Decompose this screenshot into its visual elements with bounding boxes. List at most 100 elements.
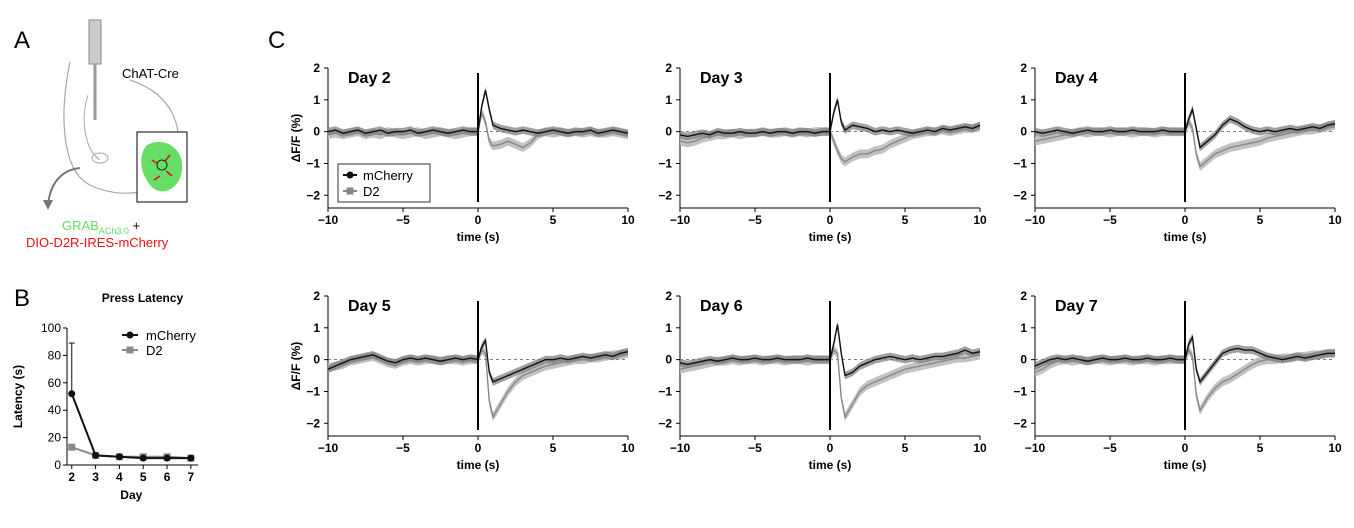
inset-neurites [151, 154, 173, 181]
x-tick-label: 10 [621, 441, 635, 455]
day-title: Day 2 [348, 70, 391, 87]
y-axis-label: ΔF/F (%) [289, 114, 303, 163]
panel-letter-c: C [268, 27, 285, 54]
brain-contour [83, 94, 101, 161]
y-tick-label: −1 [658, 384, 672, 398]
y-axis-label: Latency (s) [11, 365, 25, 428]
y-tick-label: 1 [665, 321, 672, 335]
x-tick-label: 10 [621, 213, 635, 227]
x-tick-label: 10 [1328, 441, 1342, 455]
x-tick-label: −10 [318, 441, 339, 455]
x-tick-label: 3 [92, 470, 99, 484]
mcherry-trace [1034, 106, 1336, 149]
x-tick-label: 0 [475, 441, 482, 455]
data-point [187, 454, 195, 462]
x-axis-label: time (s) [457, 230, 500, 244]
data-point [92, 451, 100, 459]
x-tick-label: 6 [164, 470, 171, 484]
x-tick-label: 5 [140, 470, 147, 484]
x-tick-label: −10 [1025, 213, 1046, 227]
y-tick-label: 1 [313, 93, 320, 107]
y-tick-label: 0 [54, 458, 61, 472]
neurite [164, 154, 171, 162]
mcherry-trace [679, 99, 981, 138]
y-tick-label: 0 [313, 353, 320, 367]
x-tick-label: −10 [670, 213, 691, 227]
x-axis-label: time (s) [1164, 458, 1207, 472]
mcherry-sem-band [680, 96, 980, 141]
y-tick-label: 2 [313, 289, 320, 303]
x-tick-label: −5 [1103, 213, 1117, 227]
y-tick-label: −1 [658, 156, 672, 170]
grab-main: GRAB [62, 218, 99, 233]
y-tick-label: 0 [313, 125, 320, 139]
x-tick-label: −5 [748, 213, 762, 227]
y-tick-label: 2 [665, 61, 672, 75]
legend-label: mCherry [146, 328, 196, 343]
neurite [165, 170, 173, 177]
brain-outline [63, 61, 180, 194]
y-tick-label: −2 [306, 416, 320, 430]
y-tick-label: 80 [48, 348, 62, 362]
x-tick-label: 5 [550, 213, 557, 227]
chart-title: Press Latency [102, 291, 184, 305]
y-tick-label: 2 [1020, 289, 1027, 303]
x-axis-label: Day [120, 488, 142, 502]
y-tick-label: 0 [1020, 125, 1027, 139]
y-tick-label: 2 [665, 289, 672, 303]
y-tick-label: 1 [1020, 93, 1027, 107]
x-tick-label: 5 [550, 441, 557, 455]
y-tick-label: −2 [658, 416, 672, 430]
x-axis-label: time (s) [1164, 230, 1207, 244]
day-title: Day 5 [348, 298, 391, 315]
y-tick-label: −2 [306, 188, 320, 202]
x-tick-label: 4 [116, 470, 123, 484]
day-title: Day 7 [1055, 298, 1098, 315]
y-tick-label: 0 [1020, 353, 1027, 367]
x-tick-label: 5 [1257, 441, 1264, 455]
legend-label: D2 [146, 343, 163, 358]
striatum-marker [91, 152, 109, 164]
legend-marker [346, 171, 354, 179]
data-point [139, 454, 147, 462]
x-axis-label: time (s) [457, 458, 500, 472]
y-tick-label: 1 [665, 93, 672, 107]
legend-marker [126, 331, 134, 339]
chat-cre-label: ChAT-Cre [122, 66, 179, 81]
y-tick-label: −1 [1013, 156, 1027, 170]
x-tick-label: −5 [1103, 441, 1117, 455]
mcherry-trace [1034, 335, 1335, 384]
x-tick-label: 10 [973, 441, 987, 455]
d2-trace [327, 348, 629, 419]
x-tick-label: 2 [68, 470, 75, 484]
injection-arrowhead [43, 200, 53, 210]
x-tick-label: 0 [827, 213, 834, 227]
data-point [115, 453, 123, 461]
panel-letter-b: B [14, 285, 30, 312]
optic-fiber [88, 19, 102, 65]
injection-arrow [47, 167, 81, 206]
inset-tissue [141, 141, 183, 192]
y-tick-label: 40 [48, 403, 62, 417]
inset-cell [156, 159, 168, 171]
legend-label: mCherry [363, 168, 413, 183]
x-tick-label: 5 [1257, 213, 1264, 227]
y-tick-label: −1 [1013, 384, 1027, 398]
neurite [153, 175, 161, 181]
grab-sub: ACh3.0 [99, 226, 129, 236]
dio-label: DIO-D2R-IRES-mCherry [26, 235, 169, 250]
data-point [68, 390, 76, 398]
y-tick-label: 20 [48, 431, 62, 445]
y-tick-label: −1 [306, 384, 320, 398]
x-axis-label: time (s) [809, 458, 852, 472]
x-tick-label: −5 [748, 441, 762, 455]
legend-marker [346, 187, 354, 195]
x-tick-label: 7 [188, 470, 195, 484]
d2-trace [1034, 120, 1336, 168]
